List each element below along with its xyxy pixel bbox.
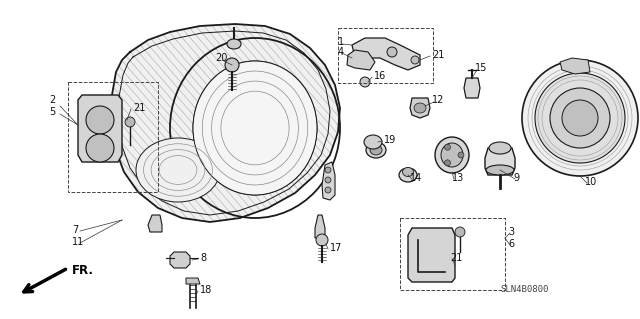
Circle shape	[325, 177, 331, 183]
Ellipse shape	[366, 142, 386, 158]
Circle shape	[550, 88, 610, 148]
Circle shape	[225, 58, 239, 72]
Ellipse shape	[414, 103, 426, 113]
Text: 17: 17	[330, 243, 342, 253]
Text: 19: 19	[384, 135, 396, 145]
Text: 7: 7	[72, 225, 78, 235]
Polygon shape	[170, 252, 190, 268]
Polygon shape	[322, 162, 335, 200]
Polygon shape	[78, 95, 122, 162]
Circle shape	[86, 106, 114, 134]
Text: 13: 13	[452, 173, 464, 183]
Circle shape	[535, 73, 625, 163]
Ellipse shape	[227, 39, 241, 49]
Bar	[68, 82, 158, 192]
Polygon shape	[560, 58, 590, 74]
Circle shape	[387, 47, 397, 57]
Circle shape	[325, 167, 331, 173]
Circle shape	[125, 117, 135, 127]
Text: 6: 6	[508, 239, 514, 249]
Text: 11: 11	[72, 237, 84, 247]
Ellipse shape	[399, 168, 417, 182]
Circle shape	[445, 144, 451, 150]
Circle shape	[411, 56, 419, 64]
Text: 4: 4	[338, 47, 344, 57]
Text: 2: 2	[49, 95, 55, 105]
Text: 21: 21	[432, 50, 444, 60]
Text: 16: 16	[374, 71, 387, 81]
Circle shape	[86, 134, 114, 162]
Text: 8: 8	[200, 253, 206, 263]
Circle shape	[455, 227, 465, 237]
Polygon shape	[352, 38, 420, 70]
Polygon shape	[112, 24, 340, 222]
Text: 15: 15	[475, 63, 488, 73]
Polygon shape	[148, 215, 162, 232]
Ellipse shape	[370, 145, 382, 155]
Polygon shape	[485, 148, 515, 175]
Ellipse shape	[435, 137, 469, 173]
Ellipse shape	[193, 61, 317, 195]
Polygon shape	[186, 278, 200, 284]
Circle shape	[325, 187, 331, 193]
Polygon shape	[464, 78, 480, 98]
Text: 5: 5	[49, 107, 55, 117]
Text: 20: 20	[215, 53, 227, 63]
Polygon shape	[347, 50, 375, 70]
Circle shape	[445, 160, 451, 166]
Text: 3: 3	[508, 227, 514, 237]
Text: FR.: FR.	[72, 263, 94, 277]
Ellipse shape	[403, 167, 413, 176]
Text: 1: 1	[338, 37, 344, 47]
Polygon shape	[315, 215, 325, 238]
Ellipse shape	[193, 61, 317, 195]
Bar	[338, 28, 433, 83]
Text: SLN4B0800: SLN4B0800	[500, 286, 548, 294]
Ellipse shape	[486, 165, 514, 175]
Text: 10: 10	[585, 177, 597, 187]
Circle shape	[316, 234, 328, 246]
Text: 9: 9	[513, 173, 519, 183]
Circle shape	[562, 100, 598, 136]
Ellipse shape	[136, 138, 220, 202]
Ellipse shape	[489, 142, 511, 154]
Text: 12: 12	[432, 95, 444, 105]
Circle shape	[360, 77, 370, 87]
Text: 18: 18	[200, 285, 212, 295]
Text: 21: 21	[133, 103, 145, 113]
Polygon shape	[408, 228, 455, 282]
Ellipse shape	[441, 143, 463, 167]
Ellipse shape	[364, 135, 382, 149]
Text: 14: 14	[410, 173, 422, 183]
Circle shape	[522, 60, 638, 176]
Bar	[400, 218, 505, 290]
Polygon shape	[410, 98, 430, 118]
Text: 21: 21	[450, 253, 462, 263]
Circle shape	[458, 152, 464, 158]
